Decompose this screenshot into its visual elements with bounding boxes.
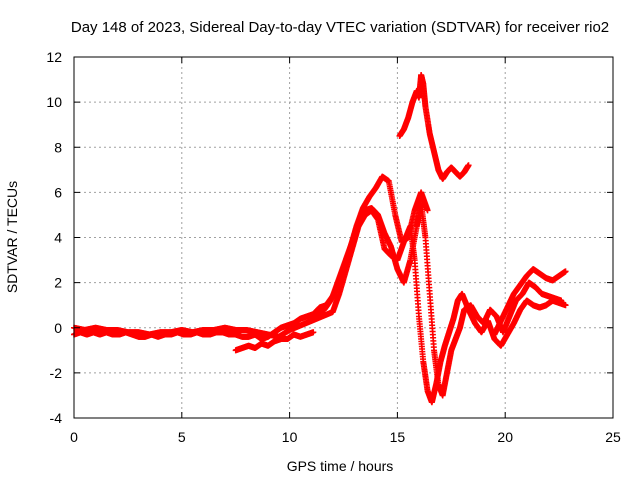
y-tick-label: 10 [46,94,62,110]
y-tick-label: -4 [50,410,63,426]
y-tick-label: -2 [50,365,63,381]
x-tick-label: 20 [497,429,513,445]
y-tick-label: 8 [54,139,62,155]
x-tick-label: 25 [605,429,621,445]
y-tick-label: 6 [54,184,62,200]
y-tick-label: 12 [46,49,62,65]
x-axis-label: GPS time / hours [287,458,394,474]
y-tick-label: 2 [54,275,62,291]
x-tick-label: 5 [178,429,186,445]
x-tick-label: 0 [70,429,78,445]
x-tick-label: 15 [390,429,406,445]
axis-ticks: 0 5 10 15 20 25 -4 -2 0 2 4 6 8 10 12 [46,49,621,445]
data-points [71,72,569,406]
grid [74,57,613,418]
data-point [424,207,431,214]
data-point [465,162,472,169]
data-point [562,268,569,275]
y-tick-label: 0 [54,320,62,336]
data-point [310,329,317,336]
chart-title: Day 148 of 2023, Sidereal Day-to-day VTE… [71,19,609,36]
x-tick-label: 10 [282,429,298,445]
data-point [562,302,569,309]
y-axis-label: SDTVAR / TECUs [4,181,20,293]
y-tick-label: 4 [54,230,62,246]
